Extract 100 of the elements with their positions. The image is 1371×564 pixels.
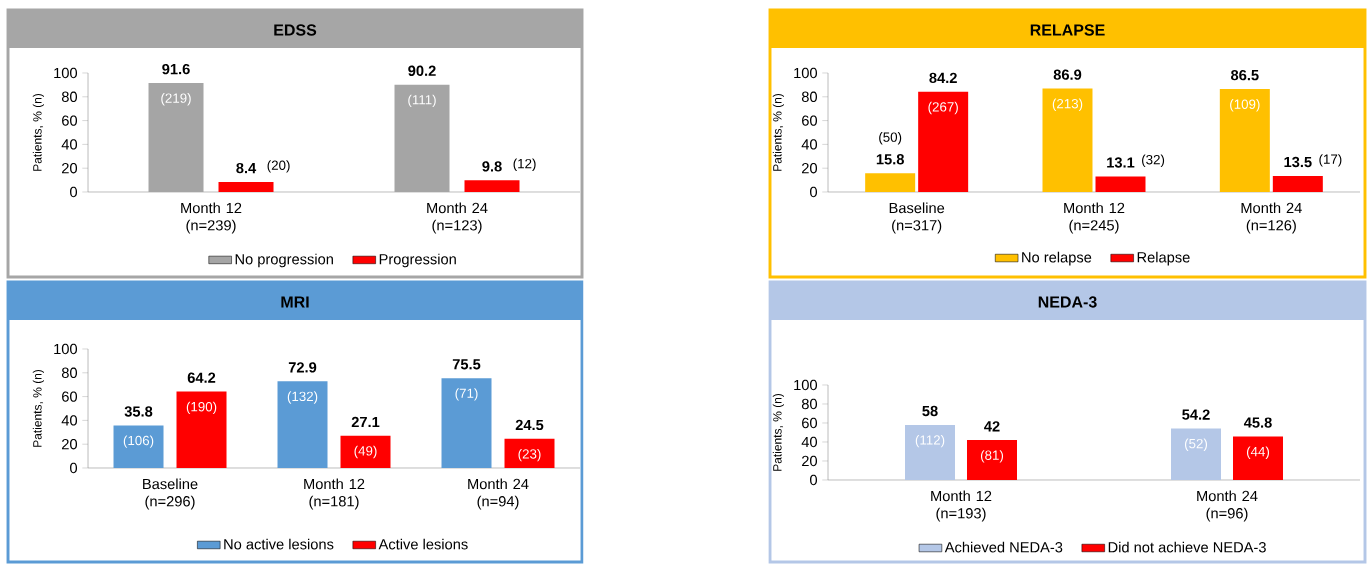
chart-title: MRI xyxy=(281,296,309,308)
x-tick-label: Baseline (n=296) xyxy=(143,478,198,510)
data-label: 54.2 xyxy=(1182,409,1210,420)
bar xyxy=(1219,89,1270,192)
bar xyxy=(464,180,520,192)
annotation: (52) xyxy=(1184,438,1208,451)
annotation: (50) xyxy=(879,132,902,145)
annotation: (109) xyxy=(1230,99,1260,112)
annotation: (17) xyxy=(1319,154,1342,167)
bar xyxy=(148,82,204,192)
chart-title: EDSS xyxy=(274,24,317,36)
bar xyxy=(340,435,391,468)
bar xyxy=(918,91,969,192)
y-tick-label: 100 xyxy=(794,379,818,391)
data-label: 72.9 xyxy=(288,362,317,373)
bar xyxy=(394,84,450,192)
y-tick-label: 60 xyxy=(62,115,78,126)
data-label: 13.1 xyxy=(1107,157,1135,168)
bar xyxy=(218,182,274,192)
y-tick-label: 100 xyxy=(794,67,818,79)
annotation: (49) xyxy=(354,445,377,459)
x-tick-label: Month 24 (n=96) xyxy=(1197,490,1258,522)
y-axis-title: Patients, % (n) xyxy=(772,93,784,171)
y-tick-label: 60 xyxy=(802,115,818,126)
annotation: (12) xyxy=(513,158,536,171)
annotation: (112) xyxy=(915,434,945,448)
y-axis-title: Patients, % (n) xyxy=(32,93,44,171)
annotation: (111) xyxy=(408,94,436,108)
annotation: (190) xyxy=(186,401,217,415)
y-tick-label: 0 xyxy=(70,186,78,198)
y-tick-label: 20 xyxy=(802,455,818,467)
y-tick-label: 0 xyxy=(810,186,818,198)
annotation: (71) xyxy=(455,388,478,401)
data-label: 84.2 xyxy=(929,72,957,84)
annotation: (267) xyxy=(928,101,958,115)
y-tick-label: 0 xyxy=(810,474,818,486)
data-label: 91.6 xyxy=(162,63,190,75)
legend-label: Progression xyxy=(379,253,456,268)
y-tick-label: 40 xyxy=(61,139,78,150)
annotation: (81) xyxy=(980,450,1004,463)
x-tick-label: Month 12 (n=181) xyxy=(304,478,365,510)
data-label: 27.1 xyxy=(351,416,380,428)
annotation: (132) xyxy=(287,391,318,404)
annotation: (44) xyxy=(1246,446,1270,459)
bar xyxy=(1272,175,1323,192)
data-label: 58 xyxy=(922,405,938,417)
data-label: 42 xyxy=(984,421,1000,432)
data-label: 8.4 xyxy=(236,162,257,174)
bar xyxy=(967,440,1017,480)
x-tick-label: Month 24 (n=126) xyxy=(1241,202,1302,234)
y-tick-label: 40 xyxy=(801,139,818,150)
y-tick-label: 60 xyxy=(802,417,818,429)
y-tick-label: 80 xyxy=(801,398,818,410)
data-label: 86.9 xyxy=(1053,69,1082,80)
annotation: (20) xyxy=(267,160,290,173)
data-label: 9.8 xyxy=(482,161,502,172)
legend-label: Achieved NEDA-3 xyxy=(944,541,1063,553)
annotation: (32) xyxy=(1142,154,1165,168)
x-tick-label: Month 12 (n=239) xyxy=(181,202,242,234)
bar xyxy=(176,391,227,468)
bar xyxy=(113,425,164,468)
data-label: 15.8 xyxy=(876,154,904,165)
data-label: 64.2 xyxy=(187,372,216,383)
y-tick-label: 80 xyxy=(801,91,818,102)
data-label: 13.5 xyxy=(1284,156,1312,168)
y-tick-label: 40 xyxy=(61,415,78,426)
y-tick-label: 80 xyxy=(61,91,78,102)
bar xyxy=(441,378,492,468)
y-tick-label: 0 xyxy=(70,462,78,474)
y-tick-label: 20 xyxy=(802,163,818,174)
y-tick-label: 100 xyxy=(54,343,78,355)
data-label: 45.8 xyxy=(1243,417,1272,428)
x-tick-label: Month 24 (n=123) xyxy=(427,202,488,234)
legend-label: Active lesions xyxy=(378,538,468,550)
y-tick-label: 40 xyxy=(801,436,818,448)
data-label: 24.5 xyxy=(515,419,544,431)
y-tick-label: 100 xyxy=(54,67,78,79)
chart-title: NEDA-3 xyxy=(1038,296,1097,308)
x-tick-label: Month 12 (n=193) xyxy=(931,490,992,522)
annotation: (106) xyxy=(123,435,154,448)
data-label: 86.5 xyxy=(1231,69,1259,81)
annotation: (213) xyxy=(1052,98,1083,112)
data-label: 35.8 xyxy=(124,406,153,417)
annotation: (23) xyxy=(518,448,541,462)
legend-label: Relapse xyxy=(1137,251,1190,266)
y-tick-label: 20 xyxy=(62,439,78,450)
y-tick-label: 20 xyxy=(62,163,78,174)
legend-label: No progression xyxy=(235,253,333,268)
legend-label: No active lesions xyxy=(224,538,334,550)
bar xyxy=(865,173,916,192)
x-tick-label: Month 12 (n=245) xyxy=(1064,202,1125,234)
legend-label: No relapse xyxy=(1022,251,1092,266)
data-label: 75.5 xyxy=(452,359,481,370)
x-tick-label: Month 24 (n=94) xyxy=(468,478,529,510)
legend-label: Did not achieve NEDA-3 xyxy=(1108,541,1266,553)
bar xyxy=(504,438,555,468)
x-tick-label: Baseline (n=317) xyxy=(889,202,945,234)
bar xyxy=(1171,428,1221,480)
bar xyxy=(1233,436,1283,480)
chart-title: RELAPSE xyxy=(1030,24,1105,36)
